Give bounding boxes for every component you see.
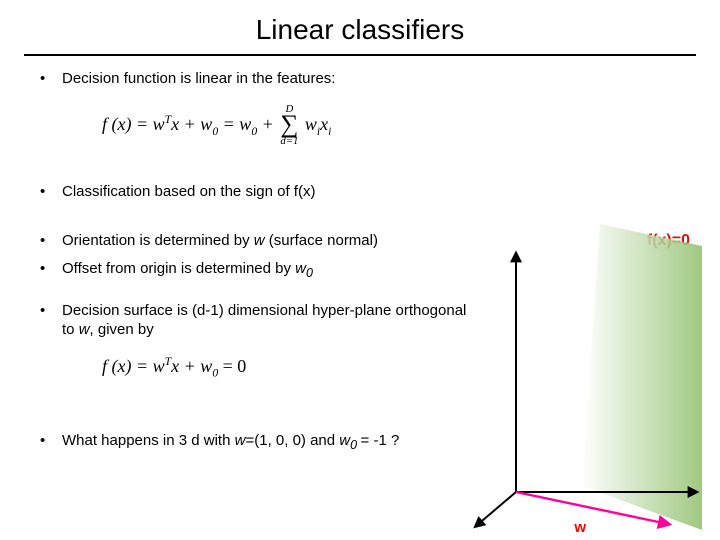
w-vector-label: w: [574, 519, 586, 536]
slide-title: Linear classifiers: [0, 0, 720, 54]
equation-fx-full: f (x) = wTx + w0 = w0 + D∑d=1 wixi: [40, 99, 688, 155]
bullet-decision-surface: Decision surface is (d-1) dimensional hy…: [40, 302, 480, 340]
hyperplane: [582, 224, 702, 530]
axis-z: [476, 492, 516, 526]
axes-3d-figure: [470, 224, 710, 534]
bullet-classification-sign: Classification based on the sign of f(x): [40, 183, 688, 202]
bullet-decision-function: Decision function is linear in the featu…: [40, 70, 688, 89]
title-underline: [24, 54, 696, 56]
